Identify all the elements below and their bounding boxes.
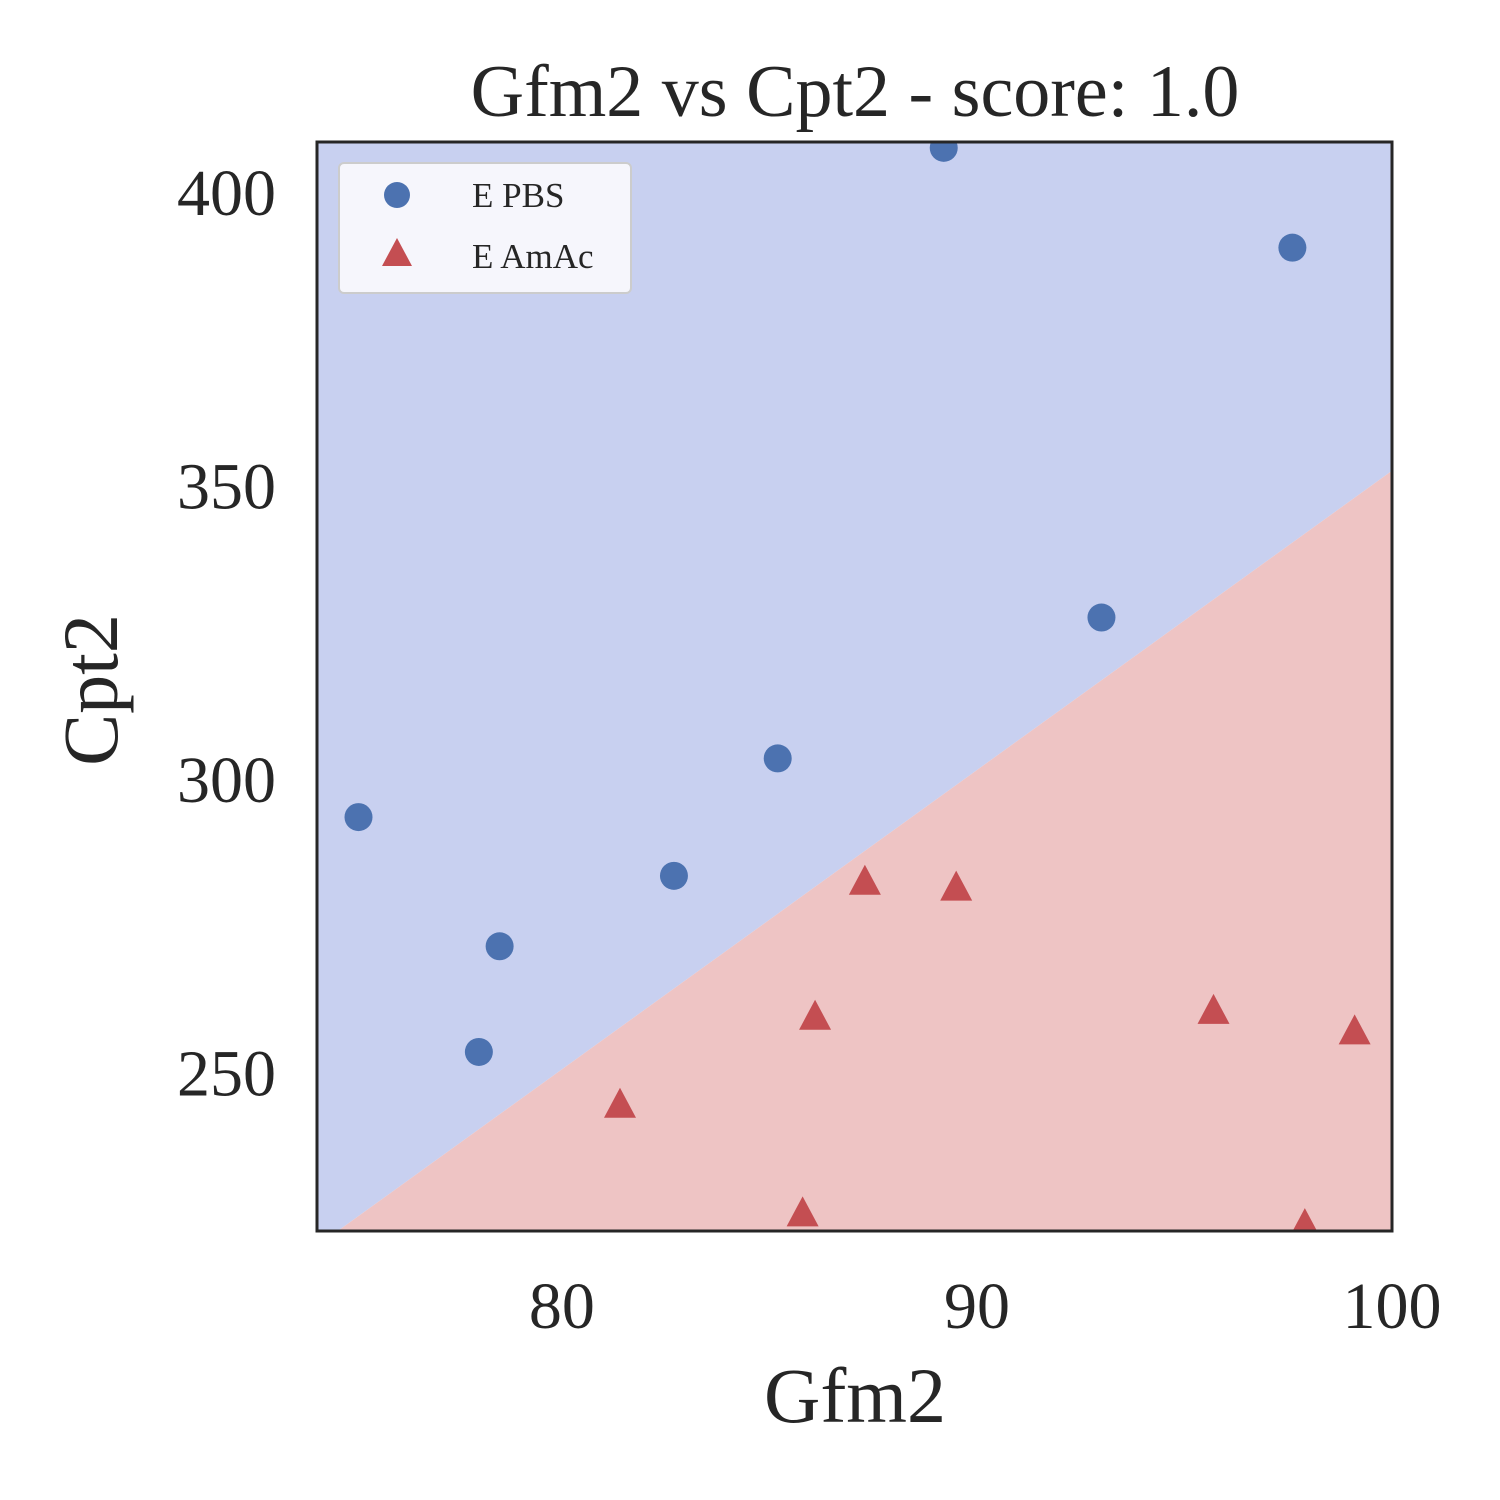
data-point-e-amac-6 (1292, 1208, 1318, 1231)
upper-decision-region (317, 142, 1392, 1231)
y-tick-label: 400 (177, 157, 276, 230)
lower-decision-region (337, 470, 1392, 1231)
data-point-e-amac-0 (603, 1087, 636, 1118)
plot-area (317, 142, 1392, 1231)
x-axis-ticks: 80 90 100 (529, 1270, 1442, 1343)
data-point-e-amac-1 (786, 1196, 819, 1227)
y-axis-label: Cpt2 (47, 614, 134, 766)
data-points (344, 142, 1371, 1231)
x-axis-label: Gfm2 (764, 1352, 946, 1439)
data-point-e-pbs-2 (485, 932, 514, 961)
y-axis-ticks: 250 300 350 400 (177, 157, 276, 1111)
legend: E PBS E AmAc (338, 162, 632, 294)
plot-frame (315, 140, 1394, 1233)
y-tick-label: 300 (177, 744, 276, 817)
data-point-e-amac-2 (799, 999, 832, 1030)
legend-box (338, 162, 632, 294)
y-tick-label: 250 (177, 1037, 276, 1110)
data-point-e-pbs-6 (1087, 603, 1116, 632)
data-point-e-amac-4 (940, 870, 973, 901)
data-point-e-pbs-3 (659, 861, 688, 890)
legend-marker-e-amac (382, 238, 412, 266)
x-tick-label: 80 (529, 1270, 595, 1343)
legend-marker-e-pbs (384, 182, 410, 208)
data-point-e-amac-3 (848, 864, 881, 895)
x-tick-label: 100 (1343, 1270, 1442, 1343)
data-point-e-pbs-0 (344, 803, 373, 832)
data-point-e-pbs-4 (763, 744, 792, 773)
data-point-e-amac-5 (1197, 993, 1230, 1024)
chart-title: Gfm2 vs Cpt2 - score: 1.0 (471, 51, 1240, 133)
legend-label-e-amac: E AmAc (472, 237, 594, 276)
x-tick-label: 90 (944, 1270, 1010, 1343)
y-tick-label: 350 (177, 450, 276, 523)
data-point-e-pbs-1 (464, 1037, 493, 1066)
data-point-e-pbs-5 (929, 142, 958, 162)
legend-label-e-pbs: E PBS (472, 176, 564, 215)
data-point-e-amac-7 (1338, 1014, 1371, 1045)
data-point-e-pbs-7 (1278, 233, 1307, 262)
